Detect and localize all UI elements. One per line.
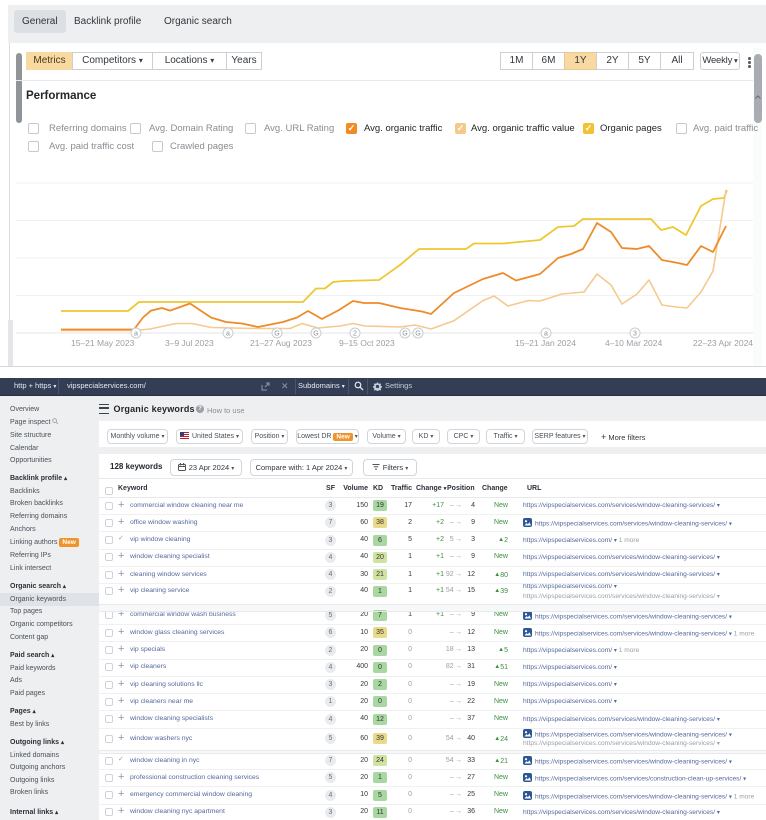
svg-text:a: a: [226, 331, 230, 338]
svg-text:2: 2: [353, 331, 357, 338]
svg-text:G: G: [415, 331, 420, 338]
svg-text:G: G: [402, 331, 407, 338]
svg-text:G: G: [313, 331, 318, 338]
svg-text:a: a: [544, 331, 548, 338]
svg-text:a: a: [134, 331, 138, 338]
svg-text:G: G: [274, 331, 279, 338]
svg-text:3: 3: [633, 331, 637, 338]
